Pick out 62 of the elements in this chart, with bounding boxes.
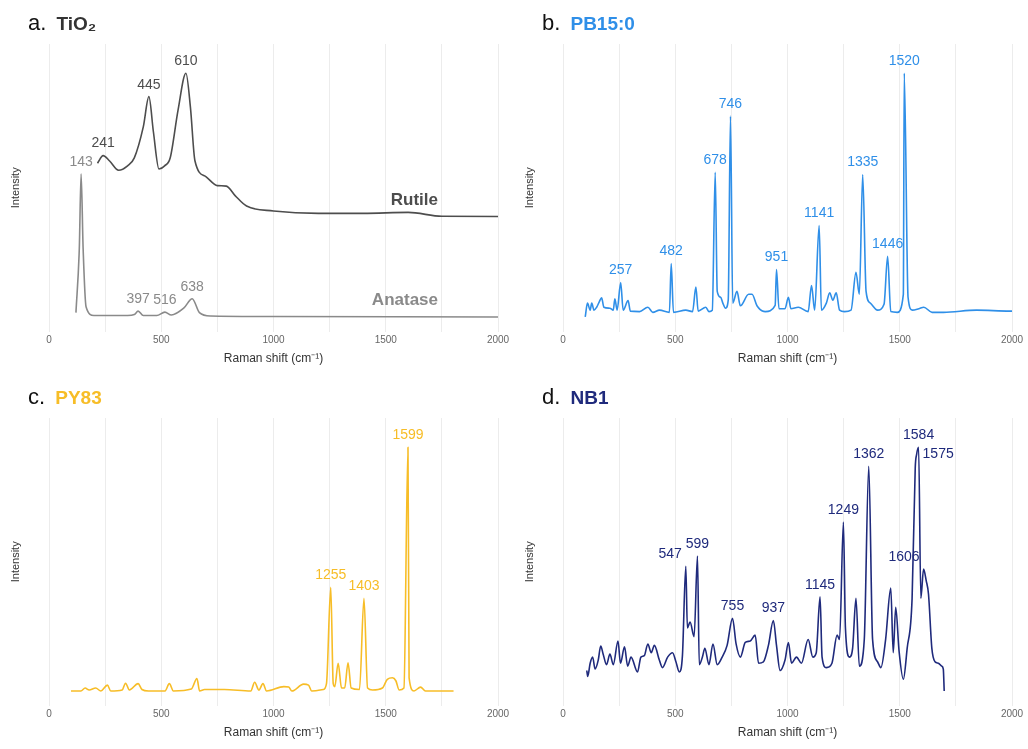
annotation: 1575 bbox=[922, 444, 954, 461]
annotation: 445 bbox=[137, 75, 161, 92]
x-tick-label: 0 bbox=[560, 334, 567, 346]
annotation: 599 bbox=[685, 534, 710, 551]
annotation: 638 bbox=[180, 277, 205, 294]
annotation: 937 bbox=[761, 599, 786, 616]
x-tick-label: 2000 bbox=[486, 334, 510, 346]
x-tick-label: 0 bbox=[46, 708, 53, 720]
annotation: 951 bbox=[764, 248, 789, 265]
x-tick-label: 1500 bbox=[374, 334, 398, 346]
annotation: 1255 bbox=[315, 566, 347, 583]
x-tick-label: 0 bbox=[46, 334, 53, 346]
annotation: 1446 bbox=[872, 235, 904, 252]
x-axis-title: Raman shift (cm⁻¹) bbox=[223, 351, 324, 366]
x-tick-label: 500 bbox=[666, 708, 685, 720]
chart-title: b. PB15:0 bbox=[542, 10, 635, 35]
x-axis-title: Raman shift (cm⁻¹) bbox=[737, 351, 838, 366]
x-tick-label: 500 bbox=[152, 708, 171, 720]
x-tick-label: 1000 bbox=[262, 334, 286, 346]
annotation: 1584 bbox=[903, 426, 935, 443]
y-axis-title: Intensity bbox=[523, 540, 536, 583]
x-tick-label: 1500 bbox=[888, 708, 912, 720]
x-tick-label: 2000 bbox=[486, 708, 510, 720]
annotation: 397 bbox=[126, 289, 151, 306]
annotation: 547 bbox=[658, 545, 683, 562]
annotation: 241 bbox=[91, 134, 115, 151]
x-tick-label: 1500 bbox=[374, 708, 398, 720]
y-axis-title: Intensity bbox=[9, 166, 22, 209]
chart-title: d. NB1 bbox=[542, 384, 609, 409]
chart-title: c. PY83 bbox=[28, 384, 102, 409]
annotation: 257 bbox=[609, 261, 633, 278]
chart-title: a. TiO₂ bbox=[28, 10, 97, 35]
annotation: 746 bbox=[718, 95, 743, 111]
annotation: 1249 bbox=[827, 500, 860, 517]
x-tick-label: 1000 bbox=[262, 708, 286, 720]
annotation: 516 bbox=[153, 290, 177, 307]
series-label: Rutile bbox=[390, 189, 438, 209]
series-label: Anatase bbox=[371, 290, 438, 310]
x-tick-label: 500 bbox=[152, 334, 171, 346]
annotation: 143 bbox=[69, 152, 93, 169]
x-tick-label: 2000 bbox=[1000, 334, 1024, 346]
annotation: 1520 bbox=[888, 52, 921, 69]
x-axis-title: Raman shift (cm⁻¹) bbox=[223, 725, 324, 740]
x-tick-label: 0 bbox=[560, 708, 567, 720]
annotation: 1335 bbox=[847, 153, 879, 170]
annotation: 755 bbox=[720, 597, 745, 614]
x-tick-label: 1000 bbox=[776, 334, 800, 346]
x-tick-label: 1500 bbox=[888, 334, 912, 346]
annotation: 1599 bbox=[392, 426, 424, 443]
x-axis-title: Raman shift (cm⁻¹) bbox=[737, 725, 838, 740]
annotation: 482 bbox=[659, 242, 684, 259]
annotation: 1403 bbox=[348, 577, 380, 594]
annotation: 678 bbox=[703, 151, 728, 168]
annotation: 1145 bbox=[805, 575, 836, 592]
y-axis-title: Intensity bbox=[523, 166, 536, 209]
x-tick-label: 1000 bbox=[776, 708, 800, 720]
annotation: 610 bbox=[174, 52, 198, 69]
x-tick-label: 2000 bbox=[1000, 708, 1024, 720]
x-tick-label: 500 bbox=[666, 334, 685, 346]
annotation: 1141 bbox=[804, 204, 835, 221]
y-axis-title: Intensity bbox=[9, 540, 22, 583]
annotation: 1362 bbox=[853, 445, 885, 462]
